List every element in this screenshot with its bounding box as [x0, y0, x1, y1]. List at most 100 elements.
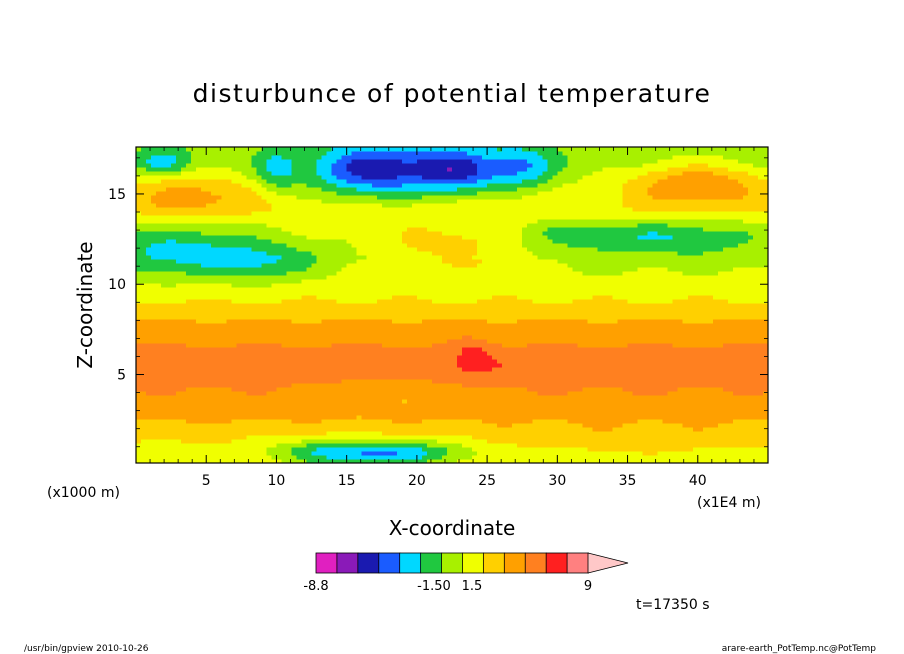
contour-cell — [552, 407, 558, 412]
contour-cell — [356, 439, 363, 444]
contour-cell — [692, 391, 699, 396]
contour-cell — [216, 407, 222, 412]
contour-cell — [557, 407, 563, 412]
contour-cell — [507, 335, 513, 340]
contour-cell — [502, 371, 508, 376]
contour-cell — [421, 303, 428, 308]
contour-cell — [587, 423, 594, 428]
contour-cell — [251, 355, 257, 360]
contour-cell — [757, 359, 764, 364]
contour-cell — [336, 431, 343, 436]
contour-cell — [326, 419, 333, 424]
contour-cell — [467, 339, 473, 344]
contour-cell — [552, 327, 558, 332]
contour-cell — [281, 363, 288, 368]
contour-cell — [366, 439, 373, 444]
contour-cell — [216, 307, 222, 312]
contour-cell — [547, 383, 553, 388]
contour-cell — [281, 387, 288, 392]
contour-cell — [231, 403, 237, 408]
contour-cell — [487, 307, 493, 312]
contour-cell — [707, 407, 714, 412]
contour-cell — [587, 307, 594, 312]
contour-cell — [421, 331, 428, 336]
contour-cell — [436, 451, 443, 456]
contour-cell — [236, 331, 242, 336]
contour-cell — [727, 423, 734, 428]
contour-cell — [637, 419, 644, 424]
contour-cell — [507, 355, 513, 360]
contour-cell — [286, 435, 293, 440]
contour-cell — [722, 327, 729, 332]
contour-cell — [652, 423, 659, 428]
contour-cell — [702, 459, 709, 463]
contour-cell — [196, 371, 202, 376]
contour-cell — [166, 399, 172, 404]
contour-cell — [557, 319, 563, 324]
contour-cell — [547, 303, 553, 308]
contour-cell — [657, 431, 664, 436]
contour-cell — [642, 455, 649, 460]
contour-cell — [677, 443, 684, 448]
contour-cell — [672, 455, 679, 460]
contour-cell — [452, 367, 458, 372]
contour-cell — [136, 327, 142, 332]
contour-cell — [346, 447, 353, 452]
contour-cell — [652, 307, 659, 312]
contour-cell — [622, 331, 629, 336]
contour-cell — [226, 347, 232, 352]
contour-cell — [226, 391, 232, 396]
contour-cell — [522, 423, 528, 428]
contour-cell — [607, 439, 614, 444]
contour-cell — [752, 319, 759, 324]
contour-cell — [181, 399, 187, 404]
contour-cell — [737, 371, 744, 376]
contour-cell — [652, 319, 659, 324]
contour-cell — [627, 307, 634, 312]
contour-cell — [682, 359, 689, 364]
contour-cell — [136, 447, 142, 452]
contour-cell — [351, 311, 358, 316]
contour-cell — [346, 367, 353, 372]
contour-cell — [426, 391, 433, 396]
contour-cell — [457, 347, 463, 352]
contour-cell — [431, 303, 438, 308]
contour-cell — [632, 439, 639, 444]
contour-cell — [166, 315, 172, 320]
contour-cell — [401, 315, 408, 320]
contour-cell — [507, 423, 513, 428]
contour-cell — [161, 423, 167, 428]
contour-cell — [216, 347, 222, 352]
contour-cell — [452, 447, 458, 452]
contour-cell — [707, 439, 714, 444]
contour-cell — [196, 323, 202, 328]
contour-cell — [522, 451, 528, 456]
contour-cell — [416, 359, 423, 364]
contour-cell — [361, 427, 368, 432]
contour-cell — [211, 335, 217, 340]
contour-cell — [607, 339, 614, 344]
contour-cell — [487, 407, 493, 412]
contour-cell — [632, 419, 639, 424]
contour-cell — [642, 391, 649, 396]
contour-cell — [532, 351, 538, 356]
contour-cell — [477, 315, 483, 320]
contour-cell — [522, 431, 528, 436]
contour-cell — [762, 379, 768, 384]
contour-cell — [436, 407, 443, 412]
contour-cell — [351, 451, 358, 456]
contour-cell — [687, 363, 694, 368]
contour-cell — [617, 315, 624, 320]
contour-cell — [291, 431, 298, 436]
contour-cell — [612, 363, 619, 368]
contour-cell — [527, 451, 533, 456]
contour-cell — [727, 455, 734, 460]
contour-cell — [707, 451, 714, 456]
contour-cell — [406, 319, 413, 324]
contour-cell — [707, 339, 714, 344]
contour-cell — [241, 443, 247, 448]
contour-cell — [732, 391, 739, 396]
contour-cell — [436, 423, 443, 428]
contour-cell — [562, 403, 568, 408]
contour-cell — [732, 459, 739, 463]
